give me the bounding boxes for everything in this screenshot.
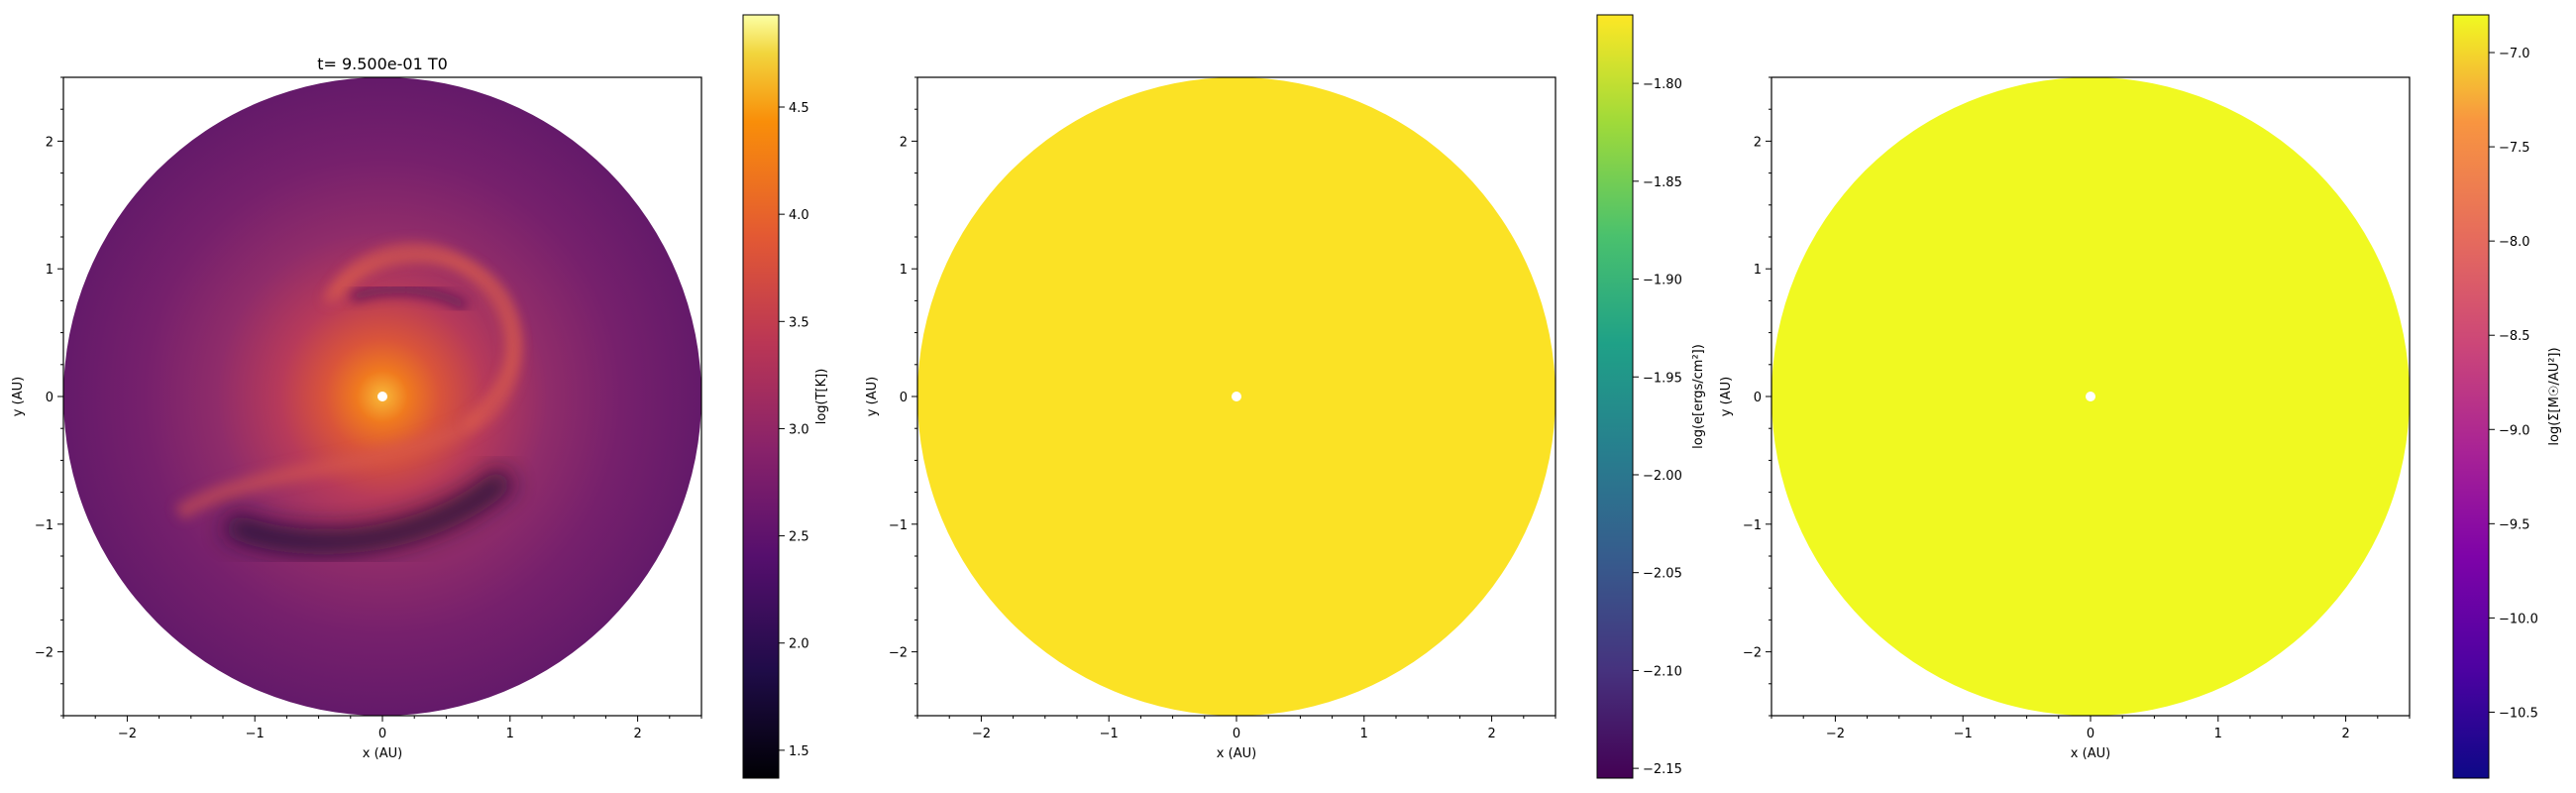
x-tick-label: 2 xyxy=(1487,727,1495,741)
x-tick-label: 1 xyxy=(2214,727,2222,741)
colorbar-tick-label: −1.90 xyxy=(1643,274,1682,288)
y-tick-label: 1 xyxy=(1754,263,1762,278)
x-tick-label: −2 xyxy=(972,727,991,741)
colorbar-label-energy: log(e[ergs/cm²]) xyxy=(1691,344,1706,449)
x-tick-label: 2 xyxy=(633,727,641,741)
x-tick-label: −2 xyxy=(1826,727,1845,741)
colorbar-tick-label: −7.0 xyxy=(2499,47,2530,61)
colorbar-tick-label: −1.85 xyxy=(1643,175,1682,190)
y-axis-label-energy: y (AU) xyxy=(865,377,880,416)
x-tick-label: 2 xyxy=(2341,727,2349,741)
colorbar-tick-label: −10.0 xyxy=(2499,612,2538,626)
y-tick-label: 2 xyxy=(46,135,54,150)
x-axis-label-surface-density: x (AU) xyxy=(2071,746,2110,761)
x-tick-label: −2 xyxy=(118,727,137,741)
colorbar-tick-label: 1.5 xyxy=(789,744,809,759)
colorbar-tick-label: −7.5 xyxy=(2499,141,2530,156)
colorbar-tick-label: 3.0 xyxy=(789,422,809,437)
y-tick-label: 0 xyxy=(1754,391,1762,405)
colorbar-tick-label: 2.0 xyxy=(789,637,809,652)
disk-image-temperature xyxy=(63,77,701,716)
x-axis-label-temperature: x (AU) xyxy=(363,746,402,761)
cold-arc xyxy=(222,466,516,555)
y-tick-label: 1 xyxy=(46,263,54,278)
cold-arc-upper xyxy=(350,285,469,311)
tick-group-temperature: −2 −1 0 1 2 −2 −1 0 1 2 xyxy=(35,76,702,741)
center-hole xyxy=(377,392,387,401)
y-tick-label: 1 xyxy=(900,263,908,278)
y-tick-label: −2 xyxy=(1743,646,1762,661)
colorbar-tick-label: −1.80 xyxy=(1643,77,1682,92)
center-hole xyxy=(2086,392,2095,401)
y-tick-label: 2 xyxy=(900,135,908,150)
y-tick-label: 0 xyxy=(900,391,908,405)
colorbar-tick-label: −9.0 xyxy=(2499,423,2530,438)
colorbar-tick-label: 4.5 xyxy=(789,101,809,116)
colorbar-tick-label: −2.15 xyxy=(1643,762,1682,777)
colorbar-tick-label: −2.00 xyxy=(1643,469,1682,484)
x-axis-label-energy: x (AU) xyxy=(1217,746,1256,761)
y-tick-label: −1 xyxy=(35,518,54,533)
colorbar-label-temperature: log(T[K]) xyxy=(814,369,829,425)
colorbar-tick-label: −8.0 xyxy=(2499,235,2530,250)
y-tick-label: 0 xyxy=(46,391,54,405)
colorbar-temperature xyxy=(742,14,780,779)
tick-group-energy: −2 −1 0 1 2 −2 −1 0 1 2 xyxy=(889,76,1556,741)
x-tick-label: 1 xyxy=(1360,727,1368,741)
y-tick-label: 2 xyxy=(1754,135,1762,150)
colorbar-surface-density xyxy=(2452,14,2490,779)
x-tick-label: 0 xyxy=(1233,727,1240,741)
spiral-arm-inner xyxy=(322,252,520,430)
colorbar-tick-label: −2.05 xyxy=(1643,567,1682,582)
colorbar-tick-label: 2.5 xyxy=(789,530,809,545)
y-axis-label-surface-density: y (AU) xyxy=(1719,377,1734,416)
panel-temperature: −2 −1 0 1 2 −2 −1 0 1 2 t= 9.500e-01 T0 x (AU) y … xyxy=(11,14,829,779)
x-tick-label: −1 xyxy=(1100,727,1119,741)
x-tick-label: −1 xyxy=(246,727,265,741)
x-tick-label: −1 xyxy=(1954,727,1973,741)
colorbar-tick-label: −9.5 xyxy=(2499,517,2530,532)
y-tick-label: −1 xyxy=(1743,518,1762,533)
x-tick-label: 1 xyxy=(506,727,514,741)
colorbar-ticks-temperature: 1.5 2.0 2.5 3.0 3.5 4.0 4.5 xyxy=(779,101,809,759)
colorbar-ticks-energy: −2.15 −2.10 −2.05 −2.00 −1.95 −1.90 −1.85 −1.80 xyxy=(1633,77,1682,777)
colorbar-tick-label: 4.0 xyxy=(789,208,809,223)
x-tick-label: 0 xyxy=(378,727,386,741)
colorbar-label-surface-density: log(Σ[M☉/AU²]) xyxy=(2547,347,2562,445)
colorbar-tick-label: 3.5 xyxy=(789,315,809,330)
y-axis-label-temperature: y (AU) xyxy=(11,377,26,416)
center-hole xyxy=(1232,392,1241,401)
x-tick-label: 0 xyxy=(2087,727,2094,741)
colorbar-tick-label: −8.5 xyxy=(2499,329,2530,344)
colorbar-tick-label: −2.10 xyxy=(1643,664,1682,679)
colorbar-energy xyxy=(1596,14,1634,779)
colorbar-ticks-surface-density: −10.5 −10.0 −9.5 −9.0 −8.5 −8.0 −7.5 −7.0 xyxy=(2489,47,2538,721)
y-tick-label: −2 xyxy=(35,646,54,661)
tick-group-surface-density: −2 −1 0 1 2 −2 −1 0 1 2 xyxy=(1743,76,2411,741)
y-tick-label: −1 xyxy=(889,518,908,533)
colorbar-tick-label: −10.5 xyxy=(2499,706,2538,721)
colorbar-tick-label: −1.95 xyxy=(1643,371,1682,386)
y-tick-label: −2 xyxy=(889,646,908,661)
panel-title-temperature: t= 9.500e-01 T0 xyxy=(317,55,448,73)
